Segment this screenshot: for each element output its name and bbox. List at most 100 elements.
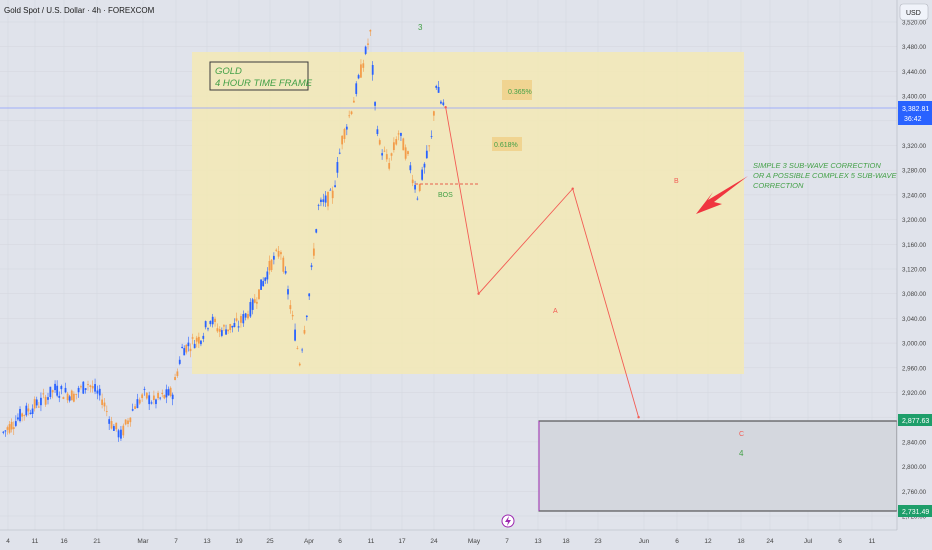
candle-body [163,394,166,399]
candle-body [244,313,247,318]
candle-body [167,389,170,396]
candle-body [105,410,108,412]
candle-body [56,385,59,396]
time-tick-label: 24 [766,538,774,545]
time-tick-label: 23 [594,538,602,545]
candle-body [303,330,306,334]
title-box-line1: GOLD [215,66,242,77]
candle-body [255,301,258,304]
candle-body [12,427,15,430]
symbol-title[interactable]: Gold Spot / U.S. Dollar · 4h · FOREXCOM [4,6,155,15]
candle-body [329,189,332,191]
candle-body [242,314,245,324]
time-tick-label: 11 [869,538,876,545]
candle-body [223,325,225,327]
candle-body [35,399,38,406]
candle-body [376,129,379,135]
candle-body [143,388,146,390]
candle-body [68,396,71,401]
candle-body [220,330,223,336]
price-axis-ticks: 3,520.003,480.003,440.003,400.003,360.00… [902,20,927,521]
price-tick-label: 3,240.00 [902,192,927,199]
candle-body [301,349,304,351]
candle-body [89,385,92,387]
time-tick-label: Apr [304,538,315,545]
candle-body [289,305,292,310]
candles [2,29,445,442]
candle-body [159,397,162,399]
price-tick-label: 3,520.00 [902,20,927,27]
price-tick-label: 3,200.00 [902,217,927,224]
price-tick-label: 3,400.00 [902,94,927,101]
candle-body [395,139,398,145]
price-tick-label: 3,320.00 [902,143,927,150]
candle-body [14,421,17,426]
candle-body [209,320,212,325]
candle-body [96,390,99,394]
wave-c-label: C [739,431,744,438]
wave-b-label: B [674,178,679,185]
time-tick-label: 17 [398,538,406,545]
candle-body [364,46,367,54]
candle-body [94,384,96,392]
candle-body [54,383,56,391]
candle-body [178,359,181,364]
candle-body [392,142,395,151]
price-tick-label: 3,080.00 [902,291,927,298]
candle-body [266,271,269,280]
candle-body [350,111,353,115]
time-axis[interactable] [0,530,932,550]
candle-body [400,132,402,136]
candle-body [305,315,308,318]
candle-body [272,255,275,260]
candle-body [2,431,5,433]
candle-body [103,402,106,407]
candle-body [4,430,7,432]
candle-body [87,384,89,386]
fib-lower-label: 0.618% [494,142,518,149]
candle-body [334,185,336,187]
price-axis[interactable] [897,0,932,530]
candle-body [277,250,280,257]
currency-button[interactable] [899,3,929,21]
time-tick-label: 13 [534,538,542,545]
candle-body [183,348,186,356]
fib-box-upper [502,80,532,100]
candle-body [383,150,386,152]
candle-body [229,323,232,330]
candle-body [404,147,407,159]
candle-body [378,140,381,145]
candle-body [197,336,200,344]
upper-zone-value: 2,877.63 [902,418,929,425]
candle-body [322,199,325,203]
candle-body [124,419,127,425]
candle-body [75,393,78,395]
projection-point [444,106,447,109]
candle-body [294,329,296,341]
candle-body [425,150,428,159]
candle-body [315,229,318,233]
price-tick-label: 2,760.00 [902,489,927,496]
candle-body [381,153,384,156]
countdown-value: 36:42 [904,116,922,123]
candle-body [345,126,348,130]
candle-body [98,388,101,396]
time-tick-label: 6 [838,538,842,545]
candle-body [207,328,209,330]
candle-body [134,406,136,409]
candle-body [298,363,301,366]
lower-zone-badge [898,505,932,517]
current-price-badge [898,101,932,125]
currency-label: USD [906,10,921,17]
candle-body [310,265,313,268]
bos-label: BOS [438,192,453,199]
candle-body [17,417,19,420]
candle-body [247,314,249,319]
candle-body [374,102,376,106]
candle-body [275,249,278,251]
price-tick-label: 3,480.00 [902,44,927,51]
candle-body [336,161,339,173]
candle-body [42,393,45,395]
